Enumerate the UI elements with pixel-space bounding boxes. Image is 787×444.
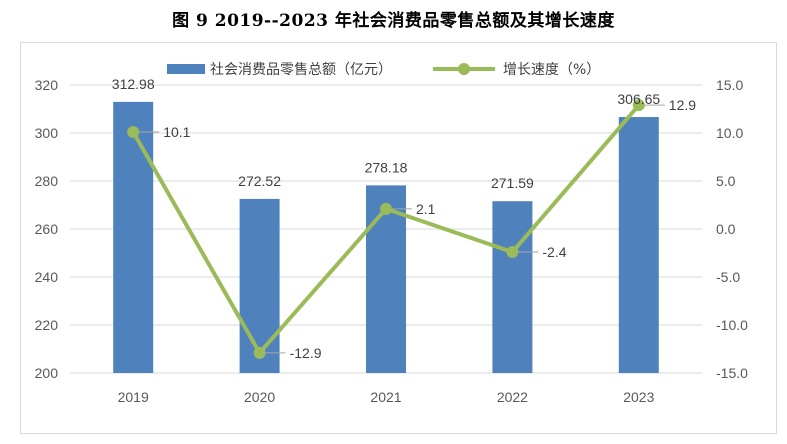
axes: 200 220 240 260 280 300 320 -15.0 -10.0 -5.0 0.0 5.… (35, 77, 748, 405)
line-data-label: 2.1 (416, 201, 436, 217)
bar (239, 198, 280, 373)
x-tick-label: 2023 (623, 389, 654, 405)
y-left-tick-label: 260 (35, 221, 59, 237)
bar-series (113, 101, 659, 374)
y-right-tick-label: 10.0 (716, 125, 743, 141)
bar (492, 201, 533, 373)
line-point (253, 346, 266, 359)
x-tick-label: 2019 (118, 389, 149, 405)
line-data-label: 10.1 (163, 124, 190, 140)
legend-bar-swatch (167, 64, 205, 74)
bar-data-label: 306.65 (617, 91, 660, 107)
y-right-tick-label: 15.0 (716, 77, 743, 93)
y-left-tick-label: 280 (35, 173, 59, 189)
line-data-label: -12.9 (290, 345, 322, 361)
x-tick-label: 2020 (244, 389, 275, 405)
y-right-tick-label: -15.0 (716, 365, 748, 381)
x-tick-label: 2022 (497, 389, 528, 405)
line-point (127, 126, 140, 139)
line-data-label: 12.9 (669, 97, 696, 113)
bar-data-label: 272.52 (238, 173, 281, 189)
x-tick-label: 2021 (370, 389, 401, 405)
chart-frame (20, 42, 777, 434)
line-point (632, 99, 645, 112)
y-right-tick-label: 5.0 (716, 173, 736, 189)
legend-line-label: 增长速度（%） (503, 62, 600, 78)
y-right-tick-label: -10.0 (716, 317, 748, 333)
line-point (380, 202, 392, 215)
y-left-tick-label: 240 (35, 269, 59, 285)
bar (618, 117, 659, 373)
line-data-label: -2.4 (542, 244, 566, 260)
legend-bar-label: 社会消费品零售总额（亿元） (210, 62, 392, 78)
line-series (127, 99, 645, 359)
legend: 社会消费品零售总额（亿元） 增长速度（%） (167, 62, 600, 78)
bar (113, 101, 154, 374)
y-left-tick-label: 200 (35, 365, 59, 381)
y-left-tick-label: 320 (35, 77, 59, 93)
bar-data-label: 312.98 (112, 76, 155, 92)
y-left-tick-label: 300 (35, 125, 59, 141)
y-left-tick-label: 220 (35, 317, 59, 333)
y-right-tick-label: 0.0 (716, 221, 736, 237)
data-labels: 312.98 272.52 278.18 271.59 306.65 10.1 -12.9 2… (112, 76, 696, 361)
chart-title: 图 9 2019--2023 年社会消费品零售总额及其增长速度 (172, 11, 615, 31)
legend-line-marker (458, 63, 470, 75)
bar-data-label: 278.18 (365, 159, 408, 175)
line-point (506, 246, 519, 259)
y-right-tick-label: -5.0 (716, 269, 740, 285)
bar (366, 185, 406, 373)
bar-data-label: 271.59 (491, 175, 534, 191)
